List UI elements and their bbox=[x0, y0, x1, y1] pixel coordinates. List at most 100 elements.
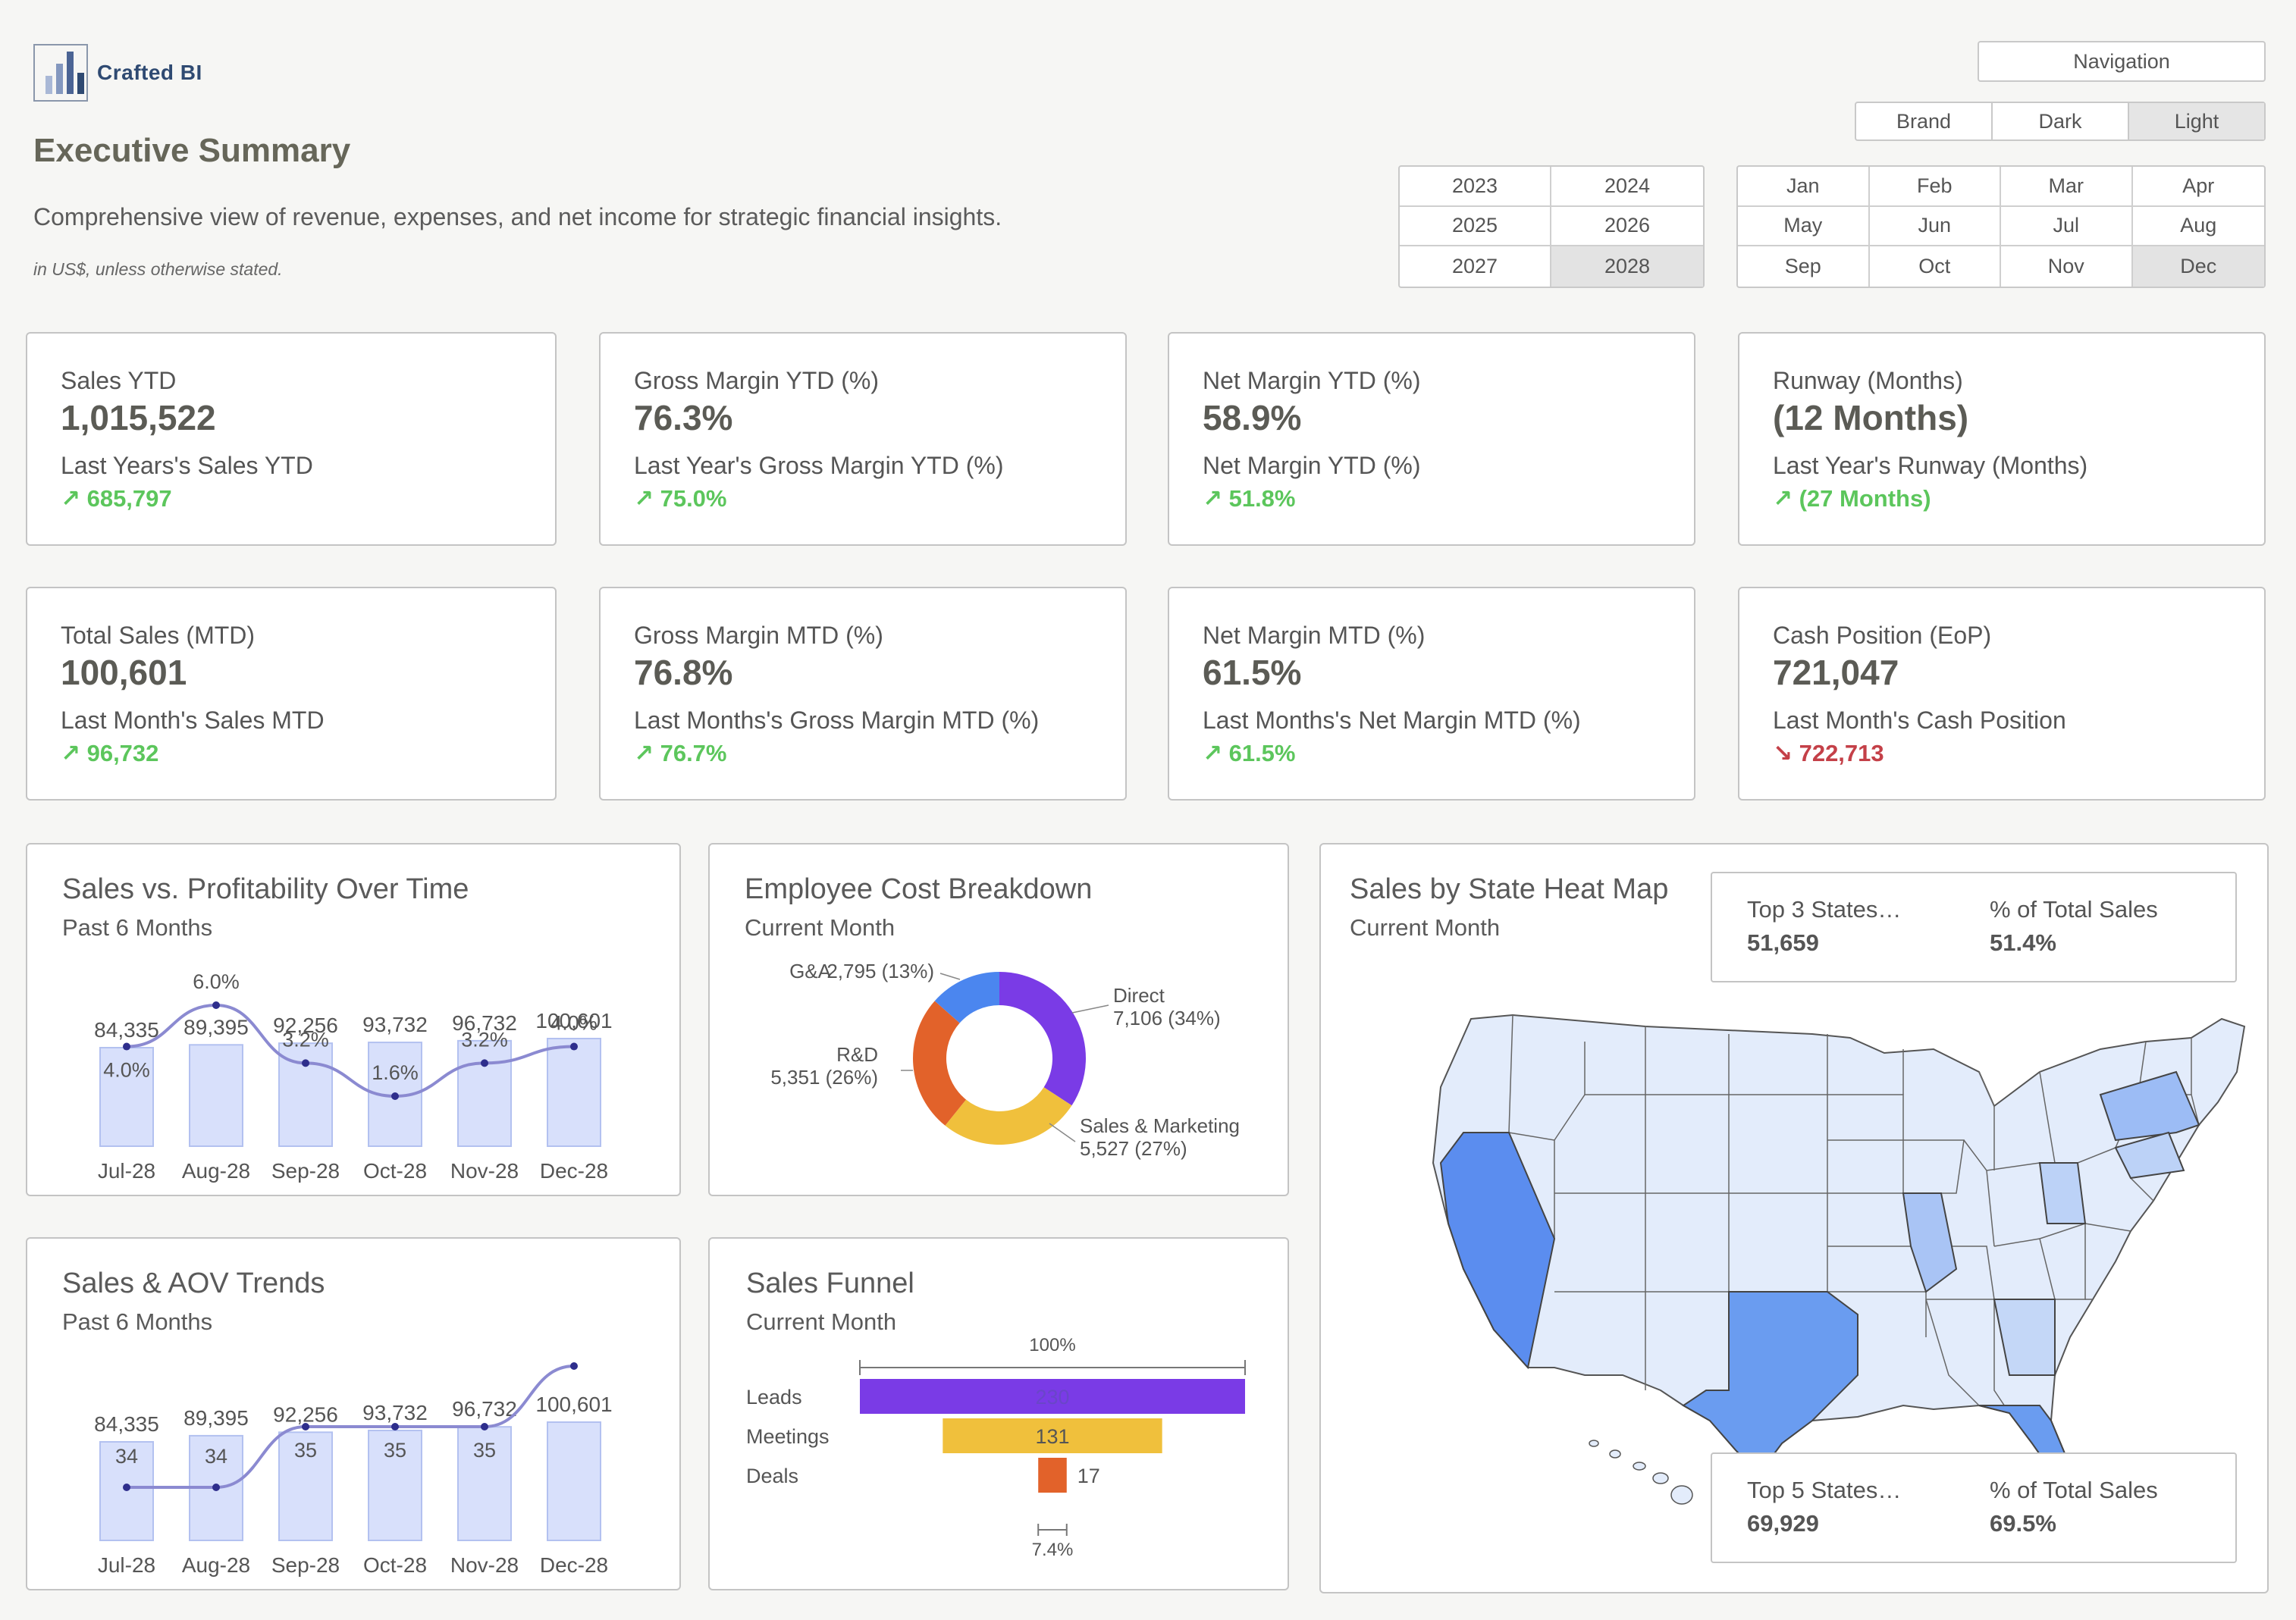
line-label: 4.0% bbox=[550, 1012, 598, 1035]
top5-pct-label: % of Total Sales bbox=[1990, 1477, 2158, 1503]
bar bbox=[189, 1044, 243, 1147]
top5-states-box: Top 5 States… 69,929 % of Total Sales 69… bbox=[1711, 1452, 2237, 1563]
page-title: Executive Summary bbox=[33, 132, 351, 169]
year-option-2024[interactable]: 2024 bbox=[1551, 167, 1703, 207]
kpi-label: Gross Margin YTD (%) bbox=[634, 367, 880, 394]
sales-profitability-panel: Sales vs. Profitability Over Time Past 6… bbox=[26, 843, 681, 1196]
line-point bbox=[123, 1042, 130, 1051]
line-point bbox=[212, 1001, 220, 1009]
month-option-may[interactable]: May bbox=[1738, 206, 1870, 247]
line-point bbox=[570, 1362, 578, 1370]
x-tick-label: Nov-28 bbox=[450, 1159, 519, 1183]
panel-subtitle: Past 6 Months bbox=[62, 914, 213, 941]
kpi-comparison-label: Net Margin YTD (%) bbox=[1203, 452, 1421, 479]
kpi-comparison-value: ↗ 51.8% bbox=[1203, 485, 1296, 512]
month-option-dec[interactable]: Dec bbox=[2132, 246, 2264, 287]
bar-label: 93,732 bbox=[362, 1013, 428, 1036]
bar bbox=[457, 1039, 512, 1148]
bar bbox=[457, 1426, 512, 1541]
kpi-card: Net Margin YTD (%) 58.9% Net Margin YTD (%… bbox=[1168, 332, 1695, 546]
month-option-oct[interactable]: Oct bbox=[1870, 246, 2001, 287]
year-option-2025[interactable]: 2025 bbox=[1400, 206, 1551, 247]
top3-states-box: Top 3 States… 51,659 % of Total Sales 51… bbox=[1711, 872, 2237, 982]
kpi-card: Total Sales (MTD) 100,601 Last Month's Sal… bbox=[26, 587, 557, 801]
top5-value: 69,929 bbox=[1747, 1510, 1819, 1537]
line-label: 34 bbox=[205, 1445, 227, 1468]
funnel-value-label: 17 bbox=[1077, 1465, 1100, 1487]
bar bbox=[547, 1038, 601, 1147]
kpi-label: Gross Margin MTD (%) bbox=[634, 622, 883, 649]
line-label: 35 bbox=[473, 1439, 496, 1462]
year-option-2026[interactable]: 2026 bbox=[1551, 207, 1703, 247]
month-option-jun[interactable]: Jun bbox=[1869, 206, 2001, 247]
x-tick-label: Jul-28 bbox=[98, 1159, 155, 1183]
x-tick-label: Oct-28 bbox=[363, 1553, 427, 1577]
kpi-label: Net Margin MTD (%) bbox=[1203, 622, 1426, 649]
month-option-mar[interactable]: Mar bbox=[2001, 167, 2133, 207]
funnel-top-label: 100% bbox=[1029, 1335, 1075, 1355]
line-point bbox=[302, 1423, 309, 1430]
kpi-comparison-value: ↗ 76.7% bbox=[634, 740, 727, 766]
kpi-comparison-value: ↗ 96,732 bbox=[61, 740, 159, 766]
page-subtitle: Comprehensive view of revenue, expenses,… bbox=[33, 203, 1002, 230]
navigation-button[interactable]: Navigation bbox=[1978, 41, 2266, 82]
line-point bbox=[391, 1423, 399, 1430]
line-label: 1.6% bbox=[372, 1061, 419, 1084]
month-option-aug[interactable]: Aug bbox=[2132, 207, 2264, 247]
sales-funnel-chart: 100% Leads 230 Meetings 131 Deals 17 7.4% bbox=[746, 1335, 1246, 1560]
kpi-value: 61.5% bbox=[1203, 653, 1302, 692]
top5-pct-value: 69.5% bbox=[1990, 1510, 2056, 1537]
logo: Crafted BI bbox=[33, 44, 223, 105]
month-option-jul[interactable]: Jul bbox=[2001, 206, 2133, 247]
month-option-jan[interactable]: Jan bbox=[1738, 167, 1870, 207]
slice-value: 2,795 (13%) bbox=[826, 960, 934, 982]
kpi-value: (12 Months) bbox=[1773, 398, 1969, 437]
kpi-label: Runway (Months) bbox=[1773, 367, 1963, 394]
theme-option-dark[interactable]: Dark bbox=[1993, 103, 2129, 139]
month-option-nov[interactable]: Nov bbox=[2001, 246, 2133, 287]
month-option-sep[interactable]: Sep bbox=[1738, 246, 1870, 287]
state-illinois[interactable] bbox=[1902, 1192, 1958, 1293]
line-label: 3.2% bbox=[461, 1028, 508, 1051]
year-option-2027[interactable]: 2027 bbox=[1400, 246, 1551, 287]
funnel-value-label: 131 bbox=[1035, 1425, 1069, 1448]
state-california[interactable] bbox=[1439, 1132, 1556, 1370]
slice-name: Sales & Marketing bbox=[1080, 1114, 1240, 1137]
x-tick-label: Sep-28 bbox=[271, 1553, 340, 1577]
kpi-comparison-value: ↘ 722,713 bbox=[1773, 740, 1884, 766]
kpi-comparison-value: ↗ 61.5% bbox=[1203, 740, 1296, 766]
slice-value: 5,527 (27%) bbox=[1080, 1137, 1187, 1160]
funnel-stage-label: Deals bbox=[746, 1465, 798, 1487]
donut-slice bbox=[934, 972, 999, 1023]
year-option-2028[interactable]: 2028 bbox=[1551, 246, 1703, 287]
kpi-comparison-label: Last Month's Cash Position bbox=[1773, 707, 2066, 734]
bar-label: 96,732 bbox=[452, 1397, 517, 1421]
bar bbox=[278, 1431, 333, 1541]
theme-selector: Brand Dark Light bbox=[1855, 102, 2266, 141]
state-new-york[interactable] bbox=[2099, 1070, 2200, 1142]
month-selector: Jan Feb Mar Apr May Jun Jul Aug Sep Oct Nov Dec bbox=[1736, 165, 2266, 288]
kpi-label: Cash Position (EoP) bbox=[1773, 622, 1992, 649]
line-label: 6.0% bbox=[193, 970, 240, 993]
panel-title: Employee Cost Breakdown bbox=[745, 873, 1093, 905]
slice-name: G&A bbox=[789, 960, 832, 982]
state-georgia[interactable] bbox=[1993, 1299, 2056, 1376]
top3-label: Top 3 States… bbox=[1747, 896, 1902, 923]
x-tick-label: Aug-28 bbox=[182, 1553, 250, 1577]
panel-title: Sales Funnel bbox=[746, 1267, 914, 1299]
bar-label: 84,335 bbox=[94, 1412, 159, 1436]
bar-label: 92,256 bbox=[273, 1402, 338, 1426]
x-tick-label: Aug-28 bbox=[182, 1159, 250, 1183]
line-label: 35 bbox=[384, 1439, 406, 1462]
top3-pct-value: 51.4% bbox=[1990, 929, 2056, 956]
panel-subtitle: Current Month bbox=[745, 914, 896, 941]
top3-pct-label: % of Total Sales bbox=[1990, 896, 2158, 923]
month-option-feb[interactable]: Feb bbox=[1869, 167, 2001, 207]
state-ohio[interactable] bbox=[2038, 1162, 2087, 1224]
theme-option-brand[interactable]: Brand bbox=[1856, 103, 1993, 139]
state-pennsylvania[interactable] bbox=[2114, 1131, 2185, 1180]
year-option-2023[interactable]: 2023 bbox=[1400, 167, 1551, 207]
month-option-apr[interactable]: Apr bbox=[2132, 167, 2264, 207]
theme-option-light[interactable]: Light bbox=[2129, 103, 2264, 139]
